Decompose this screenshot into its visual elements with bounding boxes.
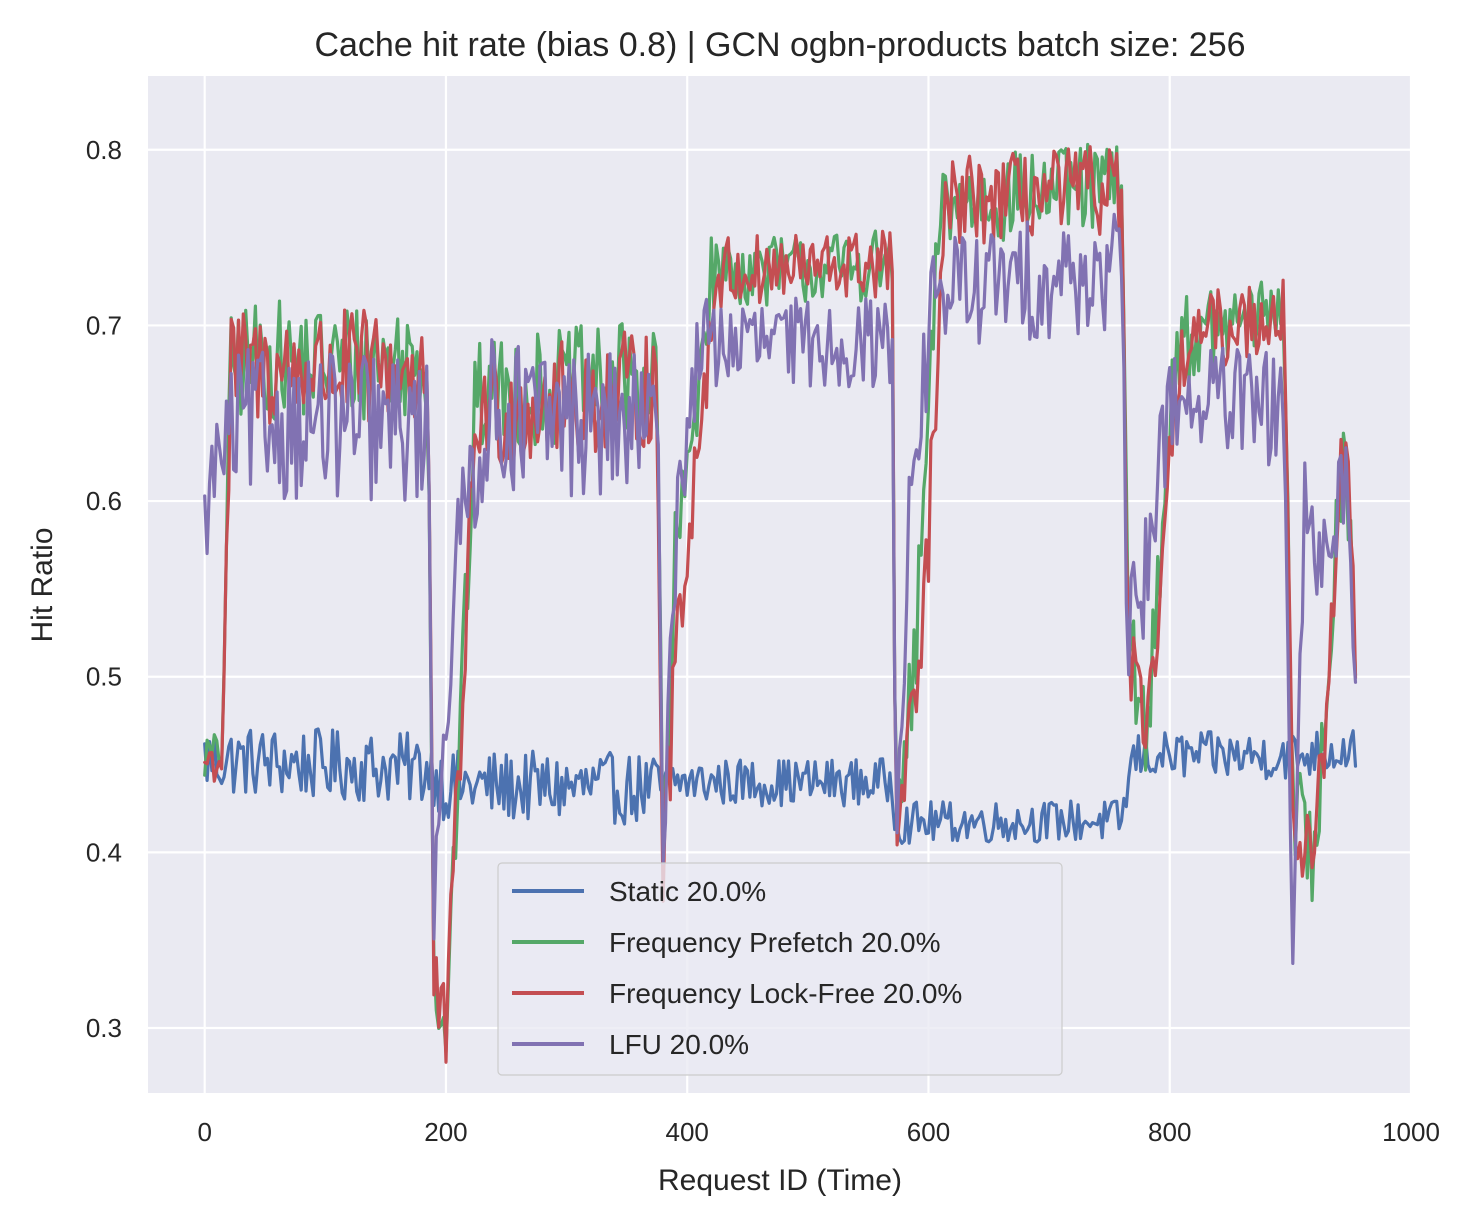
- x-axis-label: Request ID (Time): [658, 1164, 902, 1197]
- series-line-4: [203, 212, 1358, 966]
- x-tick-label: 1000: [1382, 1117, 1440, 1147]
- legend-label: Frequency Prefetch 20.0%: [609, 927, 941, 958]
- legend-frame: [497, 862, 1063, 1076]
- y-axis-label: Hit Ratio: [26, 527, 59, 642]
- x-tick-label: 800: [1148, 1117, 1191, 1147]
- y-tick-label: 0.5: [86, 662, 122, 692]
- legend-label: Static 20.0%: [609, 876, 766, 907]
- y-tick-label: 0.4: [86, 837, 122, 867]
- x-tick-label: 400: [666, 1117, 709, 1147]
- legend-label: Frequency Lock-Free 20.0%: [609, 978, 962, 1009]
- y-tick-label: 0.3: [86, 1013, 122, 1043]
- legend: Static 20.0% Frequency Prefetch 20.0% Freq…: [497, 862, 1063, 1076]
- x-tick-label: 600: [907, 1117, 950, 1147]
- series-lines: [203, 142, 1358, 1064]
- chart-title: Cache hit rate (bias 0.8) | GCN ogbn-pro…: [314, 26, 1245, 64]
- y-tick-label: 0.6: [86, 486, 122, 516]
- y-tick-label: 0.7: [86, 310, 122, 340]
- y-tick-label: 0.8: [86, 135, 122, 165]
- x-tick-label: 200: [424, 1117, 467, 1147]
- series-line-1: [203, 727, 1358, 845]
- legend-label: LFU 20.0%: [609, 1029, 749, 1060]
- x-tick-labels: 0 200 400 600 800 1000: [197, 1117, 1439, 1147]
- y-tick-labels: 0.3 0.4 0.5 0.6 0.7 0.8: [86, 135, 122, 1043]
- x-tick-label: 0: [197, 1117, 211, 1147]
